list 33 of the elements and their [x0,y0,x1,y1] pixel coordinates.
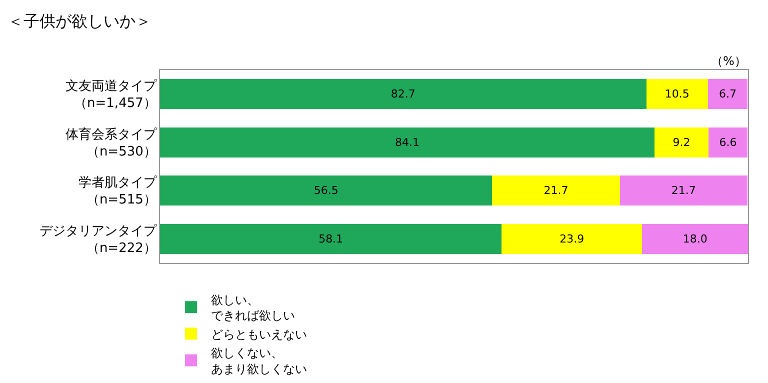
y-tick-label: 学者肌タイプ（n=515） [78,176,158,208]
chart-title: ＜子供が欲しいか＞ [8,12,152,31]
data-label: 6.6 [719,136,737,149]
data-label: 10.5 [664,88,690,101]
bar [160,79,646,110]
data-label: 9.2 [672,136,690,149]
bar [502,224,642,254]
y-tick-label: 体育会系タイプ（n=530） [65,126,158,160]
bar [642,224,748,254]
data-label: 56.5 [314,184,338,198]
data-label: 58.1 [318,232,344,246]
data-label: 21.7 [544,184,568,198]
bar [620,176,748,206]
bar [160,176,492,206]
data-label: 84.1 [395,136,420,149]
legend-label: どらともいえない [211,327,308,342]
legend-label: 欲しい、できれば欲しい [211,292,296,323]
y-tick-label: 文友両道タイプ（n=1,457） [65,79,158,112]
data-label: 23.9 [560,232,584,246]
bar [160,224,502,254]
legend-label: 欲しくない、あまり欲しくない [211,346,308,376]
bar [708,79,748,110]
data-label: 82.7 [390,88,416,101]
bar [492,176,620,206]
bar [708,127,748,158]
text: （%） [711,54,746,68]
bar [160,127,655,158]
bar [654,127,709,158]
data-label: 6.7 [718,88,736,101]
bar [646,79,708,110]
y-tick-label: デジタリアンタイプ（n=222） [39,224,158,256]
data-label: 21.7 [671,184,696,198]
data-label: 18.0 [682,232,708,246]
